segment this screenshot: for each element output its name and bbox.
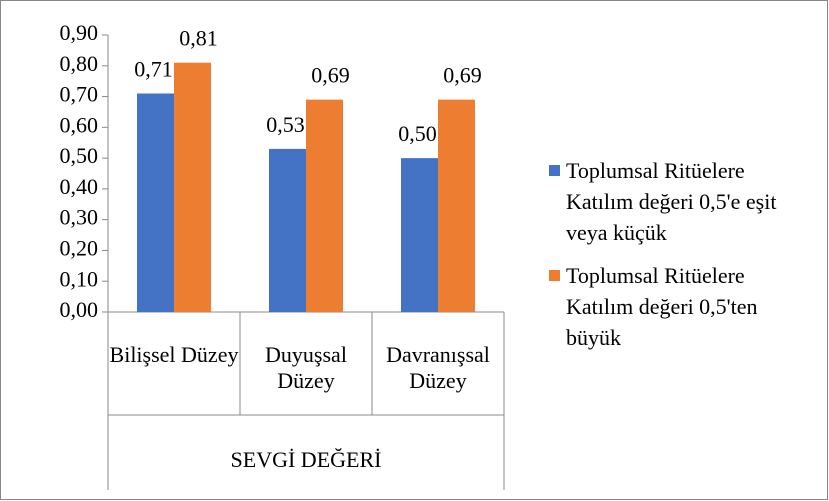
bar	[137, 93, 174, 312]
data-label: 0,81	[179, 26, 218, 51]
bar	[438, 99, 475, 312]
x-tick-label: Bilişsel Düzey	[109, 342, 239, 367]
y-tick-label: 0,70	[60, 82, 99, 107]
bar	[269, 148, 306, 312]
y-tick-label: 0,90	[60, 20, 99, 45]
y-tick-label: 0,20	[60, 235, 99, 260]
legend-label: Toplumsal Ritüelere Katılım değeri 0,5't…	[566, 263, 758, 350]
y-tick-label: 0,30	[60, 205, 99, 230]
y-tick-label: 0,50	[60, 143, 99, 168]
y-tick-label: 0,10	[60, 266, 99, 291]
legend-swatch	[549, 270, 560, 281]
data-label: 0,69	[311, 63, 350, 88]
y-tick-label: 0,00	[60, 297, 99, 322]
legend-swatch	[549, 165, 560, 176]
x-tick-label: Duyuşsal Düzey	[265, 342, 347, 393]
bar	[401, 158, 438, 312]
x-tick-label: Davranışsal Düzey	[386, 342, 490, 393]
bar	[306, 99, 343, 312]
y-tick-label: 0,80	[60, 51, 99, 76]
data-label: 0,69	[443, 63, 482, 88]
data-label: 0,71	[134, 57, 173, 82]
bar	[174, 62, 211, 313]
x-axis-label: SEVGİ DEĞERİ	[231, 447, 382, 472]
data-label: 0,53	[266, 112, 305, 137]
legend-label: Toplumsal Ritüelere Katılım değeri 0,5'e…	[566, 158, 777, 245]
data-label: 0,50	[398, 121, 437, 146]
y-tick-label: 0,40	[60, 174, 99, 199]
y-tick-label: 0,60	[60, 112, 99, 137]
